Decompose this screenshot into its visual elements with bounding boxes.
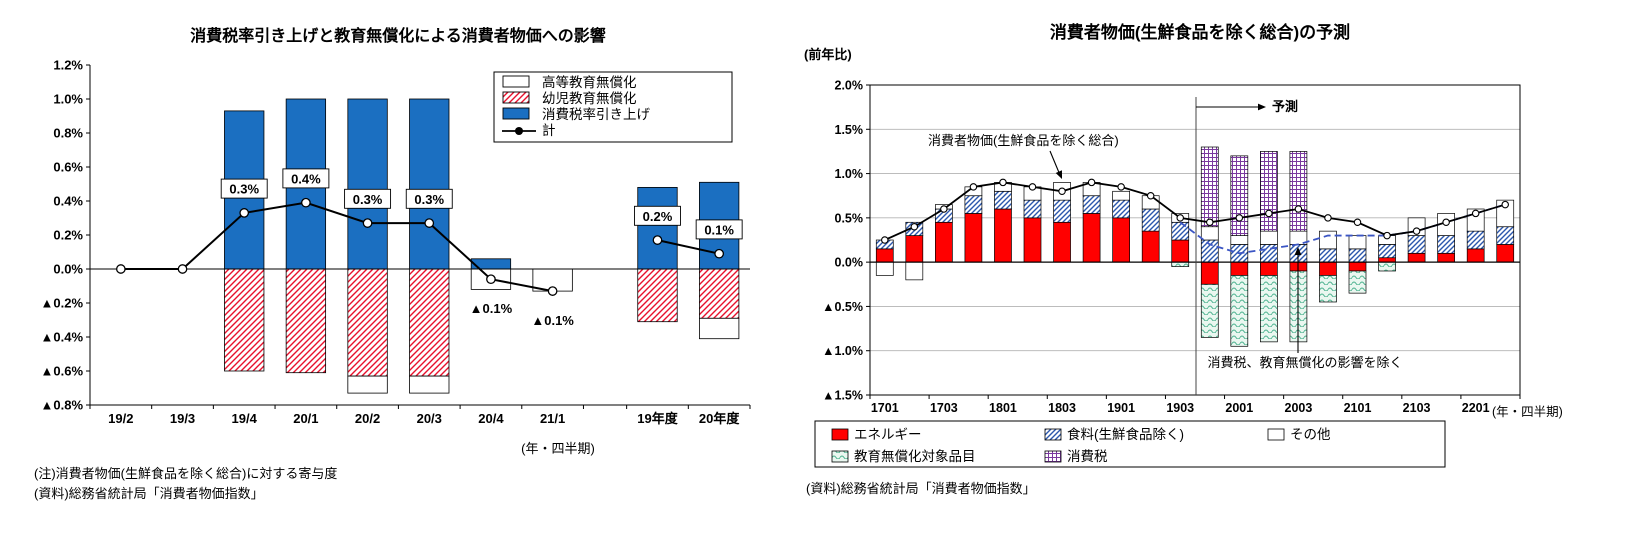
svg-text:0.8%: 0.8% [53,126,83,141]
svg-text:0.6%: 0.6% [53,160,83,175]
left-chart-notes: (注)消費者物価(生鮮食品を除く総合)に対する寄与度 (資料)総務省統計局「消費… [34,464,768,503]
svg-text:1701: 1701 [871,401,899,415]
left-total-line [115,197,725,296]
svg-text:▲0.5%: ▲0.5% [822,300,863,314]
svg-text:0.0%: 0.0% [835,256,864,270]
svg-text:予測: 予測 [1272,99,1298,114]
svg-text:20/1: 20/1 [293,411,318,426]
right-chart-title: 消費者物価(生鮮食品を除く総合)の予測 [1049,23,1351,42]
svg-text:▲1.0%: ▲1.0% [822,344,863,358]
svg-text:その他: その他 [1290,427,1331,442]
svg-text:20年度: 20年度 [699,411,740,426]
svg-text:0.3%: 0.3% [229,182,259,197]
svg-text:1.0%: 1.0% [835,167,864,181]
svg-text:2001: 2001 [1225,401,1253,415]
svg-text:0.0%: 0.0% [53,262,83,277]
left-chart: 消費税率引き上げと教育無償化による消費者物価への影響 1.2% 1.0% 0.8% 0… [28,6,768,503]
svg-text:1.5%: 1.5% [835,123,864,137]
svg-text:消費税率引き上げ: 消費税率引き上げ [542,106,650,122]
right-chart-note-1: (資料)総務省統計局「消費者物価指数」 [806,481,1036,496]
svg-text:21/1: 21/1 [540,411,565,426]
svg-text:消費者物価(生鮮食品を除く総合): 消費者物価(生鮮食品を除く総合) [928,133,1119,148]
right-bars [875,146,1515,347]
svg-text:1803: 1803 [1048,401,1076,415]
svg-text:2201: 2201 [1462,401,1490,415]
svg-text:0.2%: 0.2% [643,209,673,224]
svg-text:0.5%: 0.5% [835,211,864,225]
svg-text:19/2: 19/2 [108,411,133,426]
svg-text:1903: 1903 [1166,401,1194,415]
svg-text:19/3: 19/3 [170,411,195,426]
right-dashed-line [1179,203,1506,255]
svg-text:2101: 2101 [1344,401,1372,415]
svg-text:エネルギー: エネルギー [854,427,922,442]
svg-text:0.2%: 0.2% [53,228,83,243]
svg-text:20/2: 20/2 [355,411,380,426]
left-chart-note-2: (資料)総務省統計局「消費者物価指数」 [34,485,264,501]
svg-text:消費税、教育無償化の影響を除く: 消費税、教育無償化の影響を除く [1207,355,1402,370]
svg-text:(年・四半期): (年・四半期) [521,441,595,456]
left-chart-plot: 1.2% 1.0% 0.8% 0.6% 0.4% 0.2% 0.0% ▲0.2% ▲0.4% ▲0… [41,58,751,456]
right-total-line [884,181,1506,241]
svg-text:0.3%: 0.3% [414,192,444,207]
right-chart-plot: 2.0% 1.5% 1.0% 0.5% 0.0% ▲0.5% ▲1.0% ▲1.5% 1701 1… [804,47,1563,468]
svg-text:0.4%: 0.4% [291,171,321,186]
svg-text:教育無償化対象品目: 教育無償化対象品目 [854,449,976,464]
svg-text:▲0.1%: ▲0.1% [470,301,513,316]
svg-text:0.3%: 0.3% [353,192,383,207]
svg-text:▲0.2%: ▲0.2% [41,296,84,311]
left-bars [224,98,740,394]
left-chart-title: 消費税率引き上げと教育無償化による消費者物価への影響 [190,28,606,45]
svg-text:高等教育無償化: 高等教育無償化 [542,74,637,90]
svg-text:2003: 2003 [1285,401,1313,415]
left-chart-note-1: (注)消費者物価(生鮮食品を除く総合)に対する寄与度 [34,466,338,481]
svg-text:1.0%: 1.0% [53,92,83,107]
svg-text:計: 計 [542,123,556,138]
svg-text:0.1%: 0.1% [704,222,734,237]
svg-text:0.4%: 0.4% [53,194,83,209]
svg-text:▲0.8%: ▲0.8% [41,398,84,413]
svg-text:2103: 2103 [1403,401,1431,415]
svg-text:20/4: 20/4 [478,411,504,426]
svg-text:(前年比): (前年比) [804,47,852,62]
svg-text:1901: 1901 [1107,401,1135,415]
svg-text:19/4: 19/4 [232,411,258,426]
svg-text:▲0.6%: ▲0.6% [41,364,84,379]
svg-text:食料(生鮮食品除く): 食料(生鮮食品除く) [1067,426,1184,442]
svg-text:消費税: 消費税 [1067,449,1108,464]
svg-text:1801: 1801 [989,401,1017,415]
right-chart: 消費者物価(生鮮食品を除く総合)の予測 2.0% 1.5% 1.0% 0.5% 0.0%… [800,4,1600,499]
svg-text:▲0.4%: ▲0.4% [41,330,84,345]
right-chart-notes: (資料)総務省統計局「消費者物価指数」 [806,479,1600,499]
svg-text:(年・四半期): (年・四半期) [1492,405,1563,419]
svg-text:19年度: 19年度 [637,411,678,426]
svg-text:1703: 1703 [930,401,958,415]
svg-text:幼児教育無償化: 幼児教育無償化 [542,91,637,106]
svg-text:1.2%: 1.2% [53,58,83,73]
svg-text:2.0%: 2.0% [835,79,864,93]
svg-text:▲0.1%: ▲0.1% [531,313,574,328]
svg-text:▲1.5%: ▲1.5% [822,389,863,403]
svg-text:20/3: 20/3 [417,411,442,426]
